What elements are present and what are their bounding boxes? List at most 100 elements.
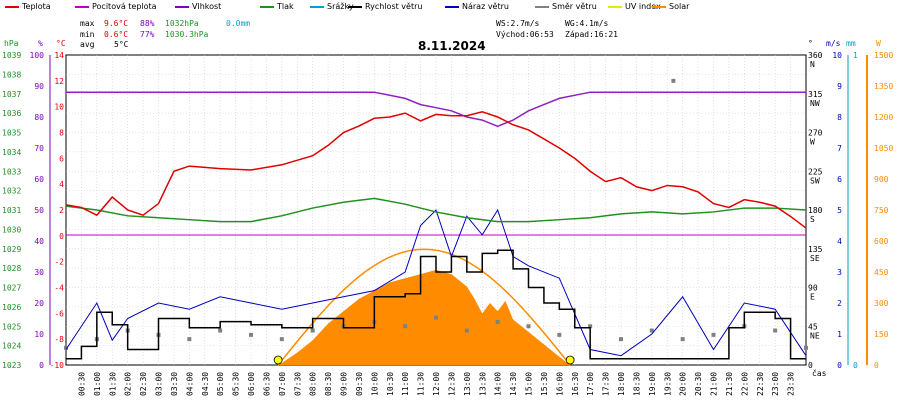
x-tick-label: 10:30 [386, 372, 395, 396]
tick-label-hpa: 1031 [2, 206, 21, 215]
legend-item: Solar [652, 2, 689, 14]
avg-temp: 5°C [114, 40, 129, 49]
x-tick-label: 15:00 [525, 372, 534, 396]
x-tick-label: 19:30 [663, 372, 672, 396]
tick-label-pct: 20 [34, 299, 44, 308]
legend-swatch [260, 5, 274, 8]
legend-item: Tlak [260, 2, 294, 14]
x-tick-label: 23:00 [771, 372, 780, 396]
legend-item: Srážky [310, 2, 354, 14]
legend-swatch [75, 5, 89, 8]
tick-label-ms: 9 [837, 82, 842, 91]
tick-label-w: 450 [874, 268, 889, 277]
tick-label-degc: -8 [54, 335, 64, 344]
x-tick-label: 19:00 [648, 372, 657, 396]
temperature-line [65, 111, 807, 229]
axis-unit-pct: % [38, 39, 43, 48]
tick-label-hpa: 1026 [2, 303, 21, 312]
wind-direction-point [671, 78, 676, 83]
wind-direction-point [804, 345, 808, 350]
x-tick-label: 21:00 [710, 372, 719, 396]
x-tick-label: 09:30 [355, 372, 364, 396]
solar-area [278, 269, 571, 365]
axis-unit-hpa: hPa [4, 39, 19, 48]
wind-direction-point [464, 328, 469, 333]
legend-swatch [348, 5, 362, 8]
tick-label-dir: 225 [808, 167, 823, 176]
sunset-marker [565, 355, 575, 365]
legend-label: Vlhkost [192, 2, 222, 11]
x-tick-label: 04:00 [185, 372, 194, 396]
legend-label: Solar [669, 2, 690, 11]
legend-swatch [445, 5, 459, 8]
tick-label-pct: 100 [30, 51, 45, 60]
tick-label-ms: 3 [837, 268, 842, 277]
tick-label-ms: 1 [837, 330, 842, 339]
tick-label-dir: 360 [808, 51, 823, 60]
wind-direction-point [649, 328, 654, 333]
axis-unit-mm: mm [846, 39, 856, 48]
tick-label-degc: 14 [54, 51, 64, 60]
legend-label: UV index [625, 2, 661, 11]
wind-direction-point [619, 337, 623, 342]
legend-label: Teplota [22, 2, 51, 11]
tick-label-hpa: 1032 [2, 187, 21, 196]
tick-label-degc: 0 [59, 232, 64, 241]
min-press: 1030.3hPa [165, 30, 209, 39]
tick-label-degc: 12 [54, 77, 64, 86]
tick-label-w: 600 [874, 237, 889, 246]
max-rain: 0.0mm [226, 19, 251, 28]
x-tick-label: 12:00 [432, 372, 441, 396]
x-tick-label: 04:30 [201, 372, 210, 396]
x-tick-label: 22:30 [756, 372, 765, 396]
wind-direction-point [187, 337, 192, 342]
tick-label-dir: 0 [808, 361, 813, 370]
x-tick-label: 05:30 [232, 372, 241, 396]
tick-label-pct: 40 [34, 237, 44, 246]
tick-label-degc: -6 [54, 309, 64, 318]
tick-label-dir-name: N [810, 60, 815, 69]
tick-label-ms: 2 [837, 299, 842, 308]
x-tick-label: 01:00 [93, 372, 102, 396]
tick-label-dir-name: SE [810, 254, 820, 263]
x-tick-label: 17:00 [586, 372, 595, 396]
tick-label-degc: -4 [54, 284, 64, 293]
wind-direction-point [588, 324, 593, 329]
tick-label-dir-name: NE [810, 331, 820, 340]
tick-label-w: 750 [874, 206, 889, 215]
x-tick-label: 14:00 [494, 372, 503, 396]
legend-swatch [5, 5, 19, 8]
tick-label-dir: 90 [808, 284, 818, 293]
sunset-stat: Západ:16:21 [565, 30, 618, 39]
tick-label-hpa: 1038 [2, 70, 21, 79]
wind-direction-point [711, 332, 716, 337]
tick-label-hpa: 1039 [2, 51, 21, 60]
tick-label-pct: 30 [34, 268, 44, 277]
tick-label-pct: 0 [39, 361, 44, 370]
x-tick-label: 13:30 [478, 372, 487, 396]
axis-unit-degc: °C [56, 39, 66, 48]
tick-label-degc: 4 [59, 180, 64, 189]
solar-max-curve [277, 248, 571, 366]
wind-direction-point [249, 332, 253, 337]
tick-label-hpa: 1028 [2, 264, 21, 273]
x-tick-label: 05:00 [216, 372, 225, 396]
tick-label-w: 150 [874, 330, 889, 339]
x-tick-label: 22:00 [740, 372, 749, 396]
legend-label: Náraz větru [462, 2, 509, 11]
tick-label-degc: 10 [54, 103, 64, 112]
max-press: 1032hPa [165, 19, 199, 28]
tick-label-ms: 4 [837, 237, 842, 246]
tick-label-hpa: 1034 [2, 148, 21, 157]
axis-unit-dir: ° [808, 39, 813, 48]
x-tick-label: 23:30 [787, 372, 796, 396]
tick-label-ms: 0 [837, 361, 842, 370]
x-tick-label: 08:30 [324, 372, 333, 396]
wind-gust-stat: WG:4.1m/s [565, 19, 609, 28]
x-tick-label: 08:00 [309, 372, 318, 396]
tick-label-dir: 315 [808, 90, 823, 99]
tick-label-dir: 45 [808, 322, 818, 331]
wind-direction-point [279, 337, 284, 342]
tick-label-degc: -2 [54, 258, 64, 267]
